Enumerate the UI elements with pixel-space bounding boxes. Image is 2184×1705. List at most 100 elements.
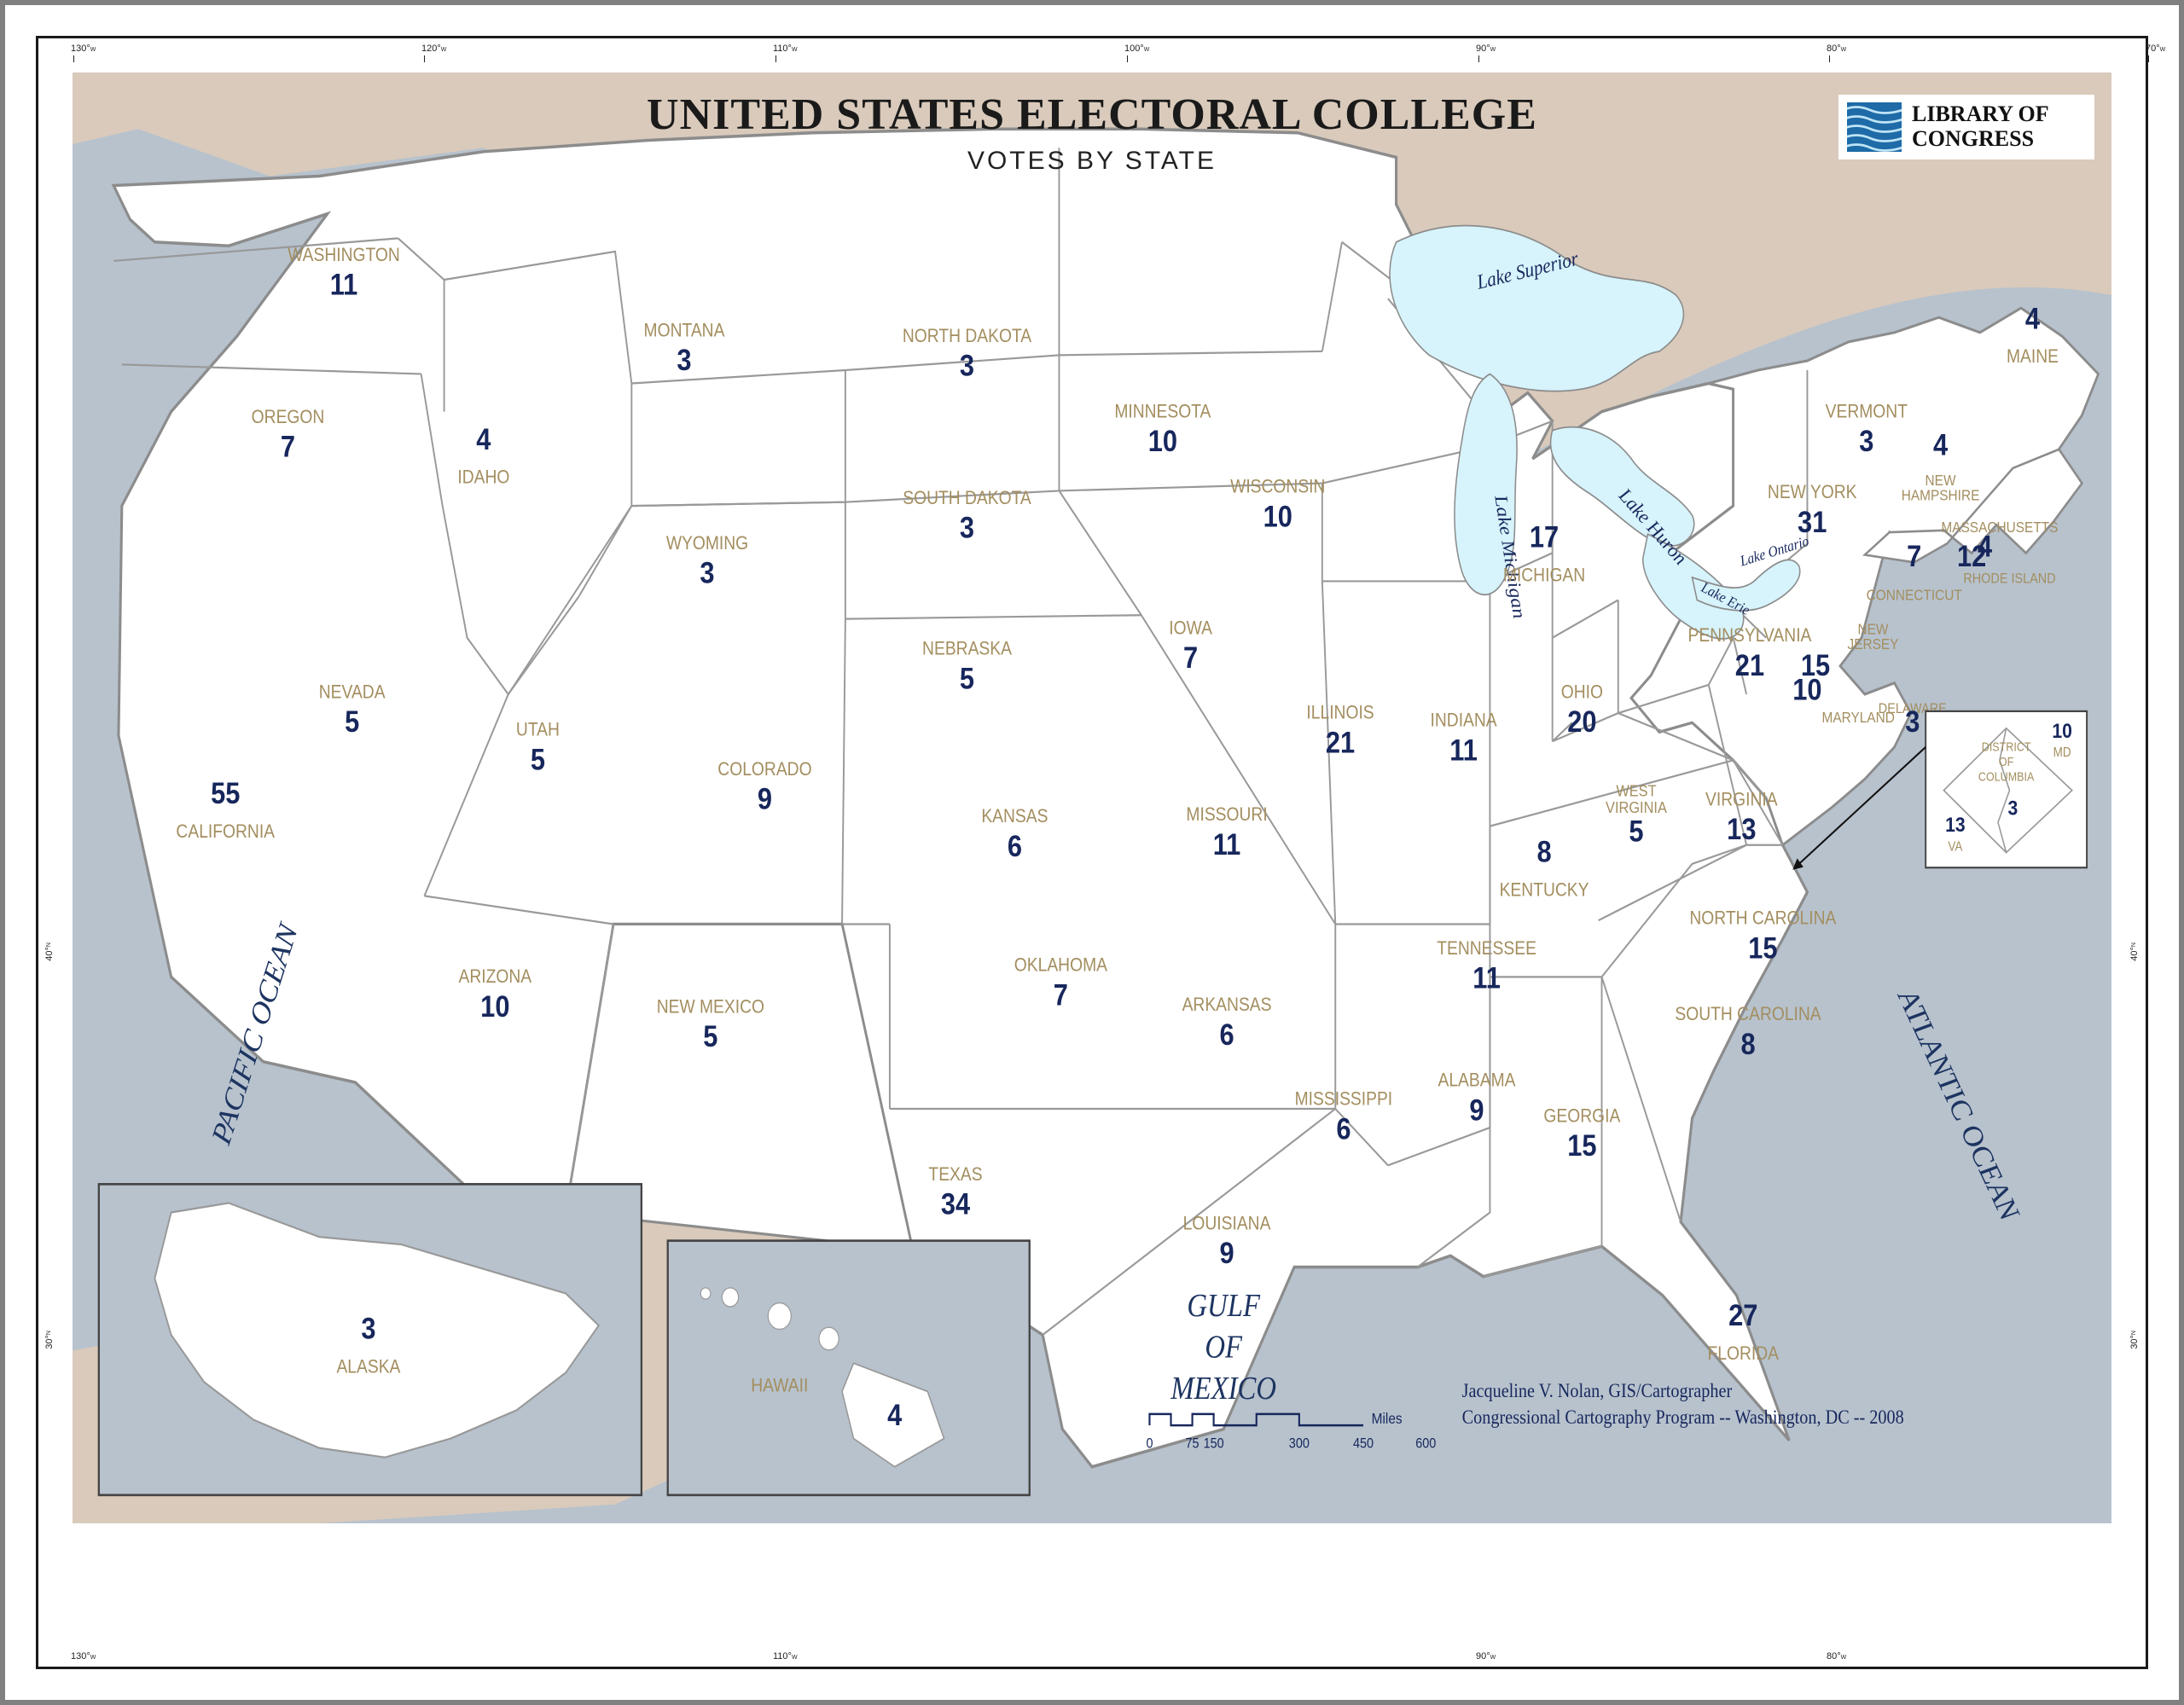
svg-text:IDAHO: IDAHO bbox=[457, 467, 509, 488]
svg-text:31: 31 bbox=[1798, 506, 1827, 539]
svg-text:7: 7 bbox=[1907, 540, 1921, 573]
svg-text:ALASKA: ALASKA bbox=[336, 1356, 400, 1377]
svg-text:OF: OF bbox=[1205, 1330, 1242, 1366]
svg-text:10: 10 bbox=[1792, 674, 1821, 707]
svg-text:3: 3 bbox=[1859, 425, 1873, 458]
svg-text:OKLAHOMA: OKLAHOMA bbox=[1014, 955, 1107, 977]
svg-text:4: 4 bbox=[887, 1399, 903, 1432]
svg-text:450: 450 bbox=[1353, 1436, 1374, 1452]
svg-text:Miles: Miles bbox=[1372, 1410, 1403, 1427]
svg-text:MINNESOTA: MINNESOTA bbox=[1114, 401, 1211, 422]
svg-text:9: 9 bbox=[1219, 1237, 1234, 1270]
svg-text:INDIANA: INDIANA bbox=[1431, 710, 1497, 731]
svg-text:WISCONSIN: WISCONSIN bbox=[1230, 476, 1325, 497]
svg-text:Jacqueline V. Nolan, GIS/Carto: Jacqueline V. Nolan, GIS/Cartographer bbox=[1462, 1380, 1733, 1402]
svg-text:4: 4 bbox=[476, 423, 491, 456]
svg-text:NEW YORK: NEW YORK bbox=[1768, 482, 1857, 503]
svg-text:150: 150 bbox=[1204, 1436, 1224, 1452]
svg-text:KENTUCKY: KENTUCKY bbox=[1500, 879, 1589, 901]
svg-text:13: 13 bbox=[1727, 813, 1756, 846]
svg-text:8: 8 bbox=[1536, 836, 1551, 869]
svg-text:MASSACHUSETTS: MASSACHUSETTS bbox=[1941, 519, 2058, 536]
svg-text:GEORGIA: GEORGIA bbox=[1543, 1105, 1620, 1127]
svg-text:COLORADO: COLORADO bbox=[717, 759, 811, 780]
svg-text:11: 11 bbox=[1213, 828, 1241, 861]
svg-text:17: 17 bbox=[1530, 521, 1559, 554]
svg-text:WYOMING: WYOMING bbox=[666, 533, 748, 554]
svg-text:KANSAS: KANSAS bbox=[981, 806, 1048, 827]
svg-text:NEBRASKA: NEBRASKA bbox=[922, 638, 1012, 659]
svg-text:9: 9 bbox=[1469, 1093, 1484, 1127]
svg-text:SOUTH DAKOTA: SOUTH DAKOTA bbox=[903, 488, 1031, 509]
svg-text:PENNSYLVANIA: PENNSYLVANIA bbox=[1688, 625, 1812, 647]
svg-text:7: 7 bbox=[281, 431, 295, 464]
svg-text:4: 4 bbox=[1933, 429, 1949, 462]
svg-text:13: 13 bbox=[1945, 813, 1966, 837]
svg-text:OHIO: OHIO bbox=[1561, 681, 1603, 703]
svg-text:7: 7 bbox=[1183, 641, 1198, 675]
svg-text:21: 21 bbox=[1735, 649, 1764, 682]
svg-text:9: 9 bbox=[758, 783, 772, 816]
svg-text:FLORIDA: FLORIDA bbox=[1708, 1343, 1780, 1365]
svg-text:34: 34 bbox=[941, 1188, 971, 1221]
svg-text:MICHIGAN: MICHIGAN bbox=[1503, 565, 1585, 586]
svg-text:55: 55 bbox=[211, 777, 240, 810]
svg-text:NEVADA: NEVADA bbox=[319, 681, 386, 703]
svg-text:ALABAMA: ALABAMA bbox=[1438, 1070, 1516, 1091]
svg-text:15: 15 bbox=[1567, 1129, 1596, 1163]
svg-text:6: 6 bbox=[1219, 1018, 1234, 1052]
svg-text:10: 10 bbox=[480, 990, 509, 1024]
svg-text:3: 3 bbox=[700, 557, 714, 590]
svg-text:Congressional Cartography Prog: Congressional Cartography Program -- Was… bbox=[1462, 1406, 1904, 1429]
svg-text:5: 5 bbox=[703, 1020, 717, 1053]
svg-text:VIRGINIA: VIRGINIA bbox=[1705, 789, 1778, 810]
svg-text:75: 75 bbox=[1186, 1436, 1199, 1452]
svg-text:3: 3 bbox=[1905, 705, 1920, 739]
svg-text:VA: VA bbox=[1948, 840, 1962, 855]
svg-text:11: 11 bbox=[330, 269, 358, 302]
svg-text:ARKANSAS: ARKANSAS bbox=[1182, 995, 1272, 1016]
svg-text:5: 5 bbox=[531, 743, 545, 776]
svg-text:TENNESSEE: TENNESSEE bbox=[1437, 938, 1536, 960]
svg-text:OREGON: OREGON bbox=[252, 407, 325, 428]
svg-text:6: 6 bbox=[1336, 1112, 1350, 1145]
svg-text:3: 3 bbox=[677, 344, 691, 377]
svg-text:TEXAS: TEXAS bbox=[928, 1164, 982, 1186]
svg-text:5: 5 bbox=[960, 662, 974, 695]
svg-text:20: 20 bbox=[1567, 705, 1596, 739]
svg-text:5: 5 bbox=[345, 705, 359, 739]
svg-text:7: 7 bbox=[1054, 979, 1068, 1012]
svg-text:21: 21 bbox=[1326, 727, 1355, 760]
svg-text:NEW MEXICO: NEW MEXICO bbox=[657, 996, 764, 1018]
svg-text:CALIFORNIA: CALIFORNIA bbox=[176, 821, 275, 843]
svg-text:15: 15 bbox=[1748, 931, 1777, 965]
svg-text:6: 6 bbox=[1008, 830, 1022, 863]
svg-text:MISSISSIPPI: MISSISSIPPI bbox=[1295, 1088, 1393, 1110]
svg-text:300: 300 bbox=[1289, 1436, 1310, 1452]
svg-text:MAINE: MAINE bbox=[2007, 346, 2059, 368]
svg-text:11: 11 bbox=[1449, 734, 1478, 767]
svg-text:ILLINOIS: ILLINOIS bbox=[1306, 703, 1374, 724]
svg-text:DISTRICT: DISTRICT bbox=[1982, 739, 2031, 753]
svg-text:RHODE ISLAND: RHODE ISLAND bbox=[1963, 571, 2055, 587]
svg-text:OF: OF bbox=[1999, 755, 2013, 768]
svg-text:LOUISIANA: LOUISIANA bbox=[1183, 1213, 1271, 1234]
svg-text:ARIZONA: ARIZONA bbox=[459, 966, 532, 988]
svg-text:10: 10 bbox=[1148, 425, 1177, 458]
svg-text:SOUTH CAROLINA: SOUTH CAROLINA bbox=[1675, 1004, 1821, 1025]
svg-text:600: 600 bbox=[1415, 1436, 1436, 1452]
svg-text:3: 3 bbox=[960, 512, 974, 545]
svg-text:MEXICO: MEXICO bbox=[1170, 1371, 1276, 1406]
svg-text:27: 27 bbox=[1728, 1299, 1757, 1332]
svg-text:MONTANA: MONTANA bbox=[644, 320, 725, 341]
svg-text:HAWAII: HAWAII bbox=[751, 1375, 808, 1396]
svg-text:10: 10 bbox=[2052, 718, 2072, 742]
svg-text:GULF: GULF bbox=[1187, 1288, 1260, 1324]
svg-text:IOWA: IOWA bbox=[1169, 618, 1212, 639]
svg-text:CONNECTICUT: CONNECTICUT bbox=[1867, 587, 1962, 604]
svg-text:3: 3 bbox=[361, 1313, 375, 1346]
svg-text:VERMONT: VERMONT bbox=[1826, 401, 1908, 422]
svg-text:8: 8 bbox=[1740, 1028, 1755, 1061]
svg-text:4: 4 bbox=[1978, 531, 1993, 564]
svg-text:10: 10 bbox=[1263, 500, 1292, 533]
